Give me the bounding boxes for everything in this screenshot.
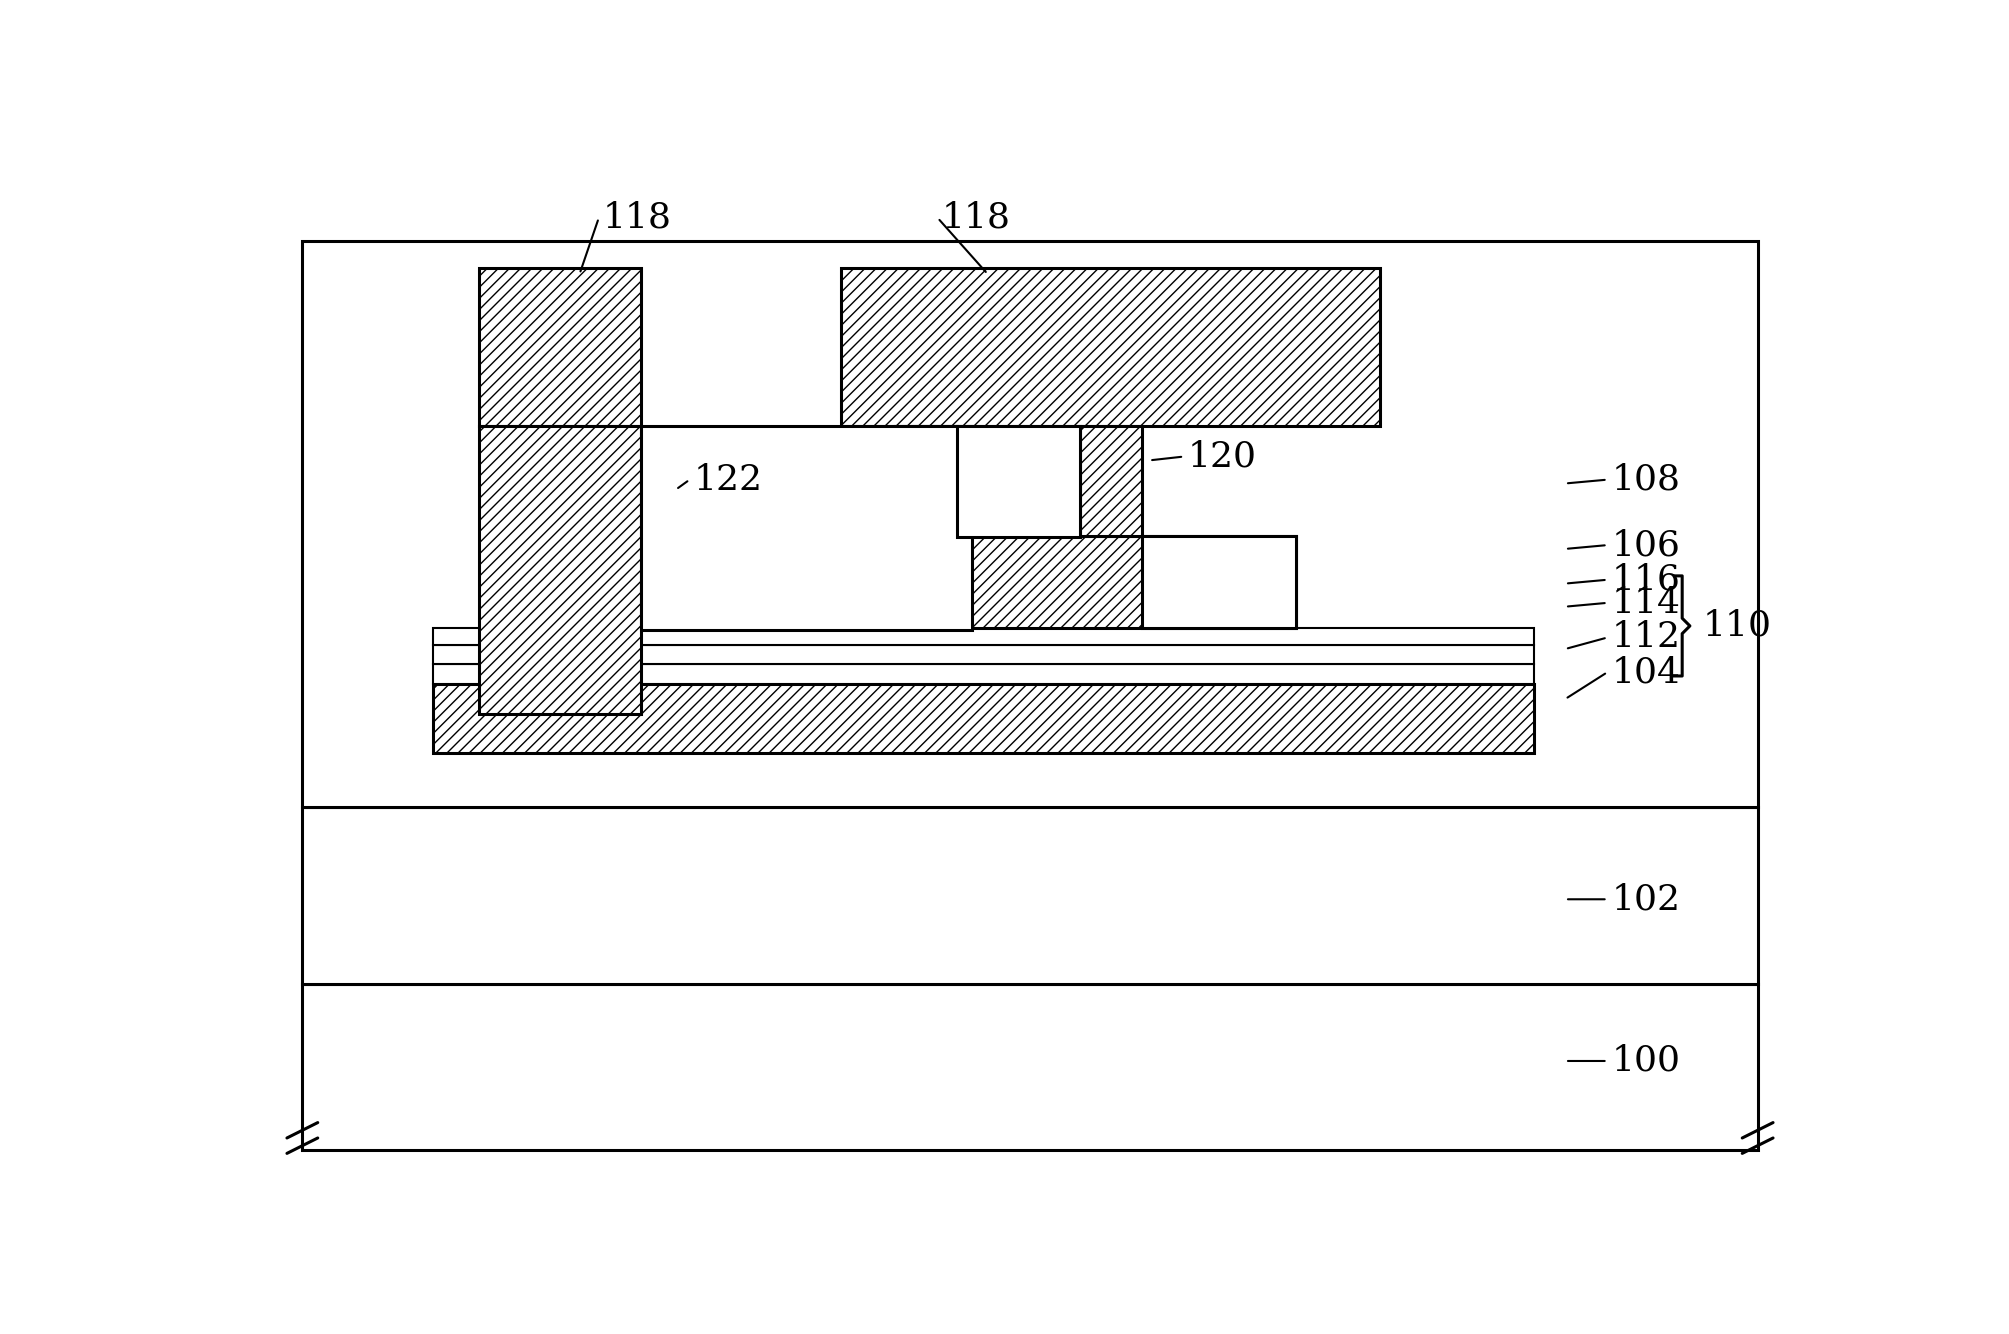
Text: 106: 106 (1611, 528, 1680, 562)
Text: 116: 116 (1611, 563, 1680, 596)
Bar (842, 268, 1380, 426)
Bar (480, 426, 641, 715)
Bar (763, 536, 1296, 628)
Bar (301, 241, 1758, 807)
Bar (641, 426, 972, 630)
Text: 102: 102 (1611, 882, 1680, 916)
Text: 114: 114 (1611, 586, 1680, 620)
Bar (434, 646, 1535, 664)
Bar (301, 807, 1758, 984)
Bar (301, 984, 1758, 1150)
Text: 104: 104 (1611, 655, 1680, 690)
Text: 100: 100 (1611, 1045, 1680, 1078)
Bar (1081, 426, 1141, 536)
Text: 110: 110 (1702, 608, 1772, 643)
Bar (896, 426, 956, 538)
Bar (434, 628, 1535, 646)
Text: 118: 118 (603, 201, 671, 235)
Text: 108: 108 (1611, 463, 1680, 496)
Bar (434, 664, 1535, 684)
Bar (1141, 536, 1296, 628)
Bar (434, 684, 1535, 752)
Text: 112: 112 (1611, 620, 1680, 655)
Bar (480, 268, 641, 426)
Text: 122: 122 (693, 463, 763, 496)
Bar (956, 426, 1081, 538)
Text: 118: 118 (942, 201, 1011, 235)
Text: 120: 120 (1187, 439, 1258, 474)
